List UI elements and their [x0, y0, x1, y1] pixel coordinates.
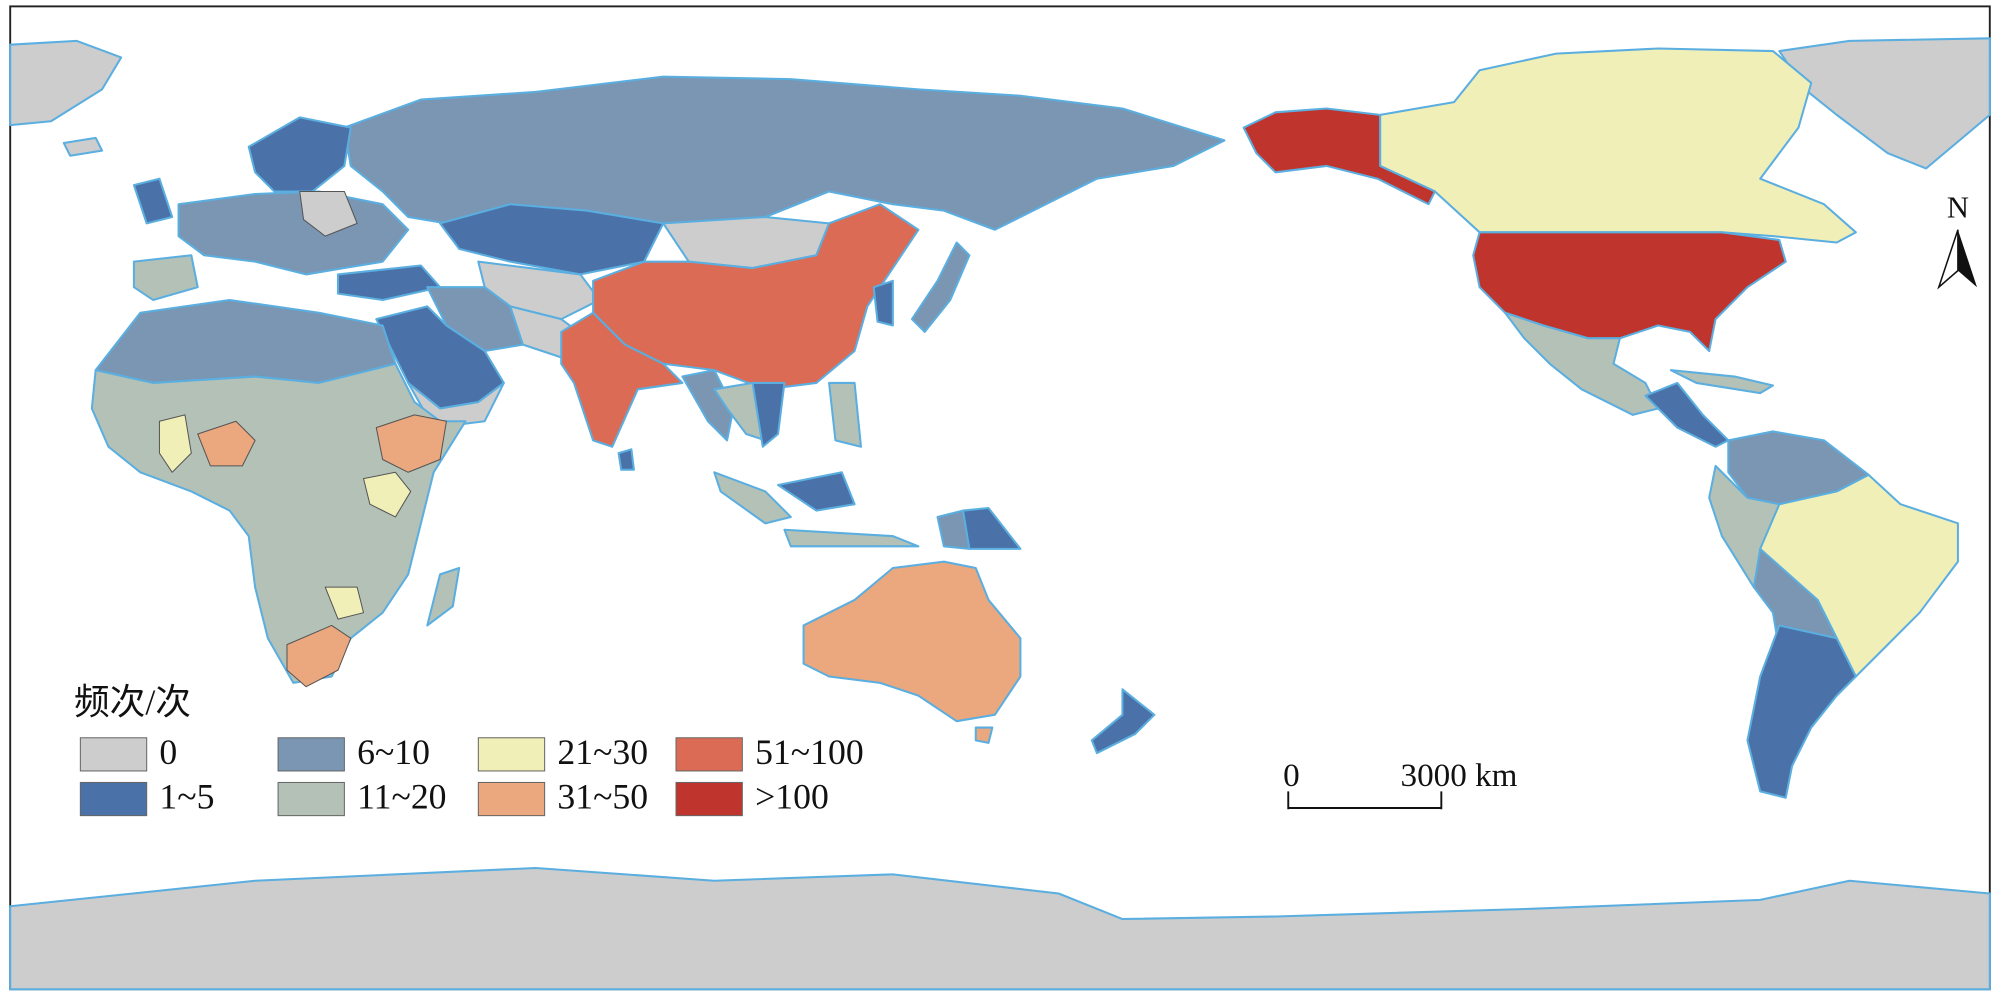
country — [132, 177, 174, 225]
legend-label: 51~100 — [755, 732, 864, 772]
country — [783, 528, 920, 548]
legend-swatch — [675, 781, 743, 817]
legend-swatch — [277, 781, 345, 817]
country — [1472, 231, 1787, 353]
legend-label: 21~30 — [557, 732, 648, 772]
north-label: N — [1947, 191, 1969, 225]
country — [1379, 47, 1857, 244]
country — [828, 381, 862, 448]
country — [62, 136, 104, 157]
country — [426, 566, 461, 627]
legend-swatch — [79, 737, 148, 772]
legend-label: 1~5 — [159, 777, 214, 817]
country — [336, 264, 442, 301]
country — [560, 311, 684, 448]
country — [363, 471, 412, 518]
country — [9, 866, 1991, 991]
legend-swatch — [477, 781, 546, 817]
legend-label: >100 — [755, 777, 829, 817]
country — [375, 414, 447, 473]
country — [324, 586, 365, 620]
country — [777, 471, 856, 512]
country — [158, 414, 192, 473]
scale-end: 3000 km — [1401, 757, 1518, 794]
legend-label: 31~50 — [557, 777, 648, 817]
country — [9, 39, 123, 127]
legend-label: 0 — [159, 732, 177, 772]
legend-label: 6~10 — [357, 732, 430, 772]
country — [247, 116, 352, 193]
country — [751, 381, 786, 448]
legend-title: 频次/次 — [74, 682, 191, 722]
country — [197, 420, 256, 467]
country — [1090, 688, 1156, 755]
legend-swatch — [79, 781, 148, 817]
country — [961, 506, 1022, 550]
country — [1669, 369, 1774, 395]
legend-swatch — [675, 737, 743, 772]
country — [1242, 107, 1436, 206]
country — [802, 560, 1022, 723]
country — [1746, 624, 1857, 799]
country — [1778, 37, 1991, 170]
country — [299, 190, 358, 237]
country — [713, 471, 792, 525]
country — [974, 726, 994, 744]
country — [617, 448, 635, 471]
country — [286, 624, 352, 688]
legend-swatch — [477, 737, 546, 772]
legend-swatch — [277, 737, 345, 772]
country — [910, 241, 971, 333]
legend-label: 11~20 — [357, 777, 446, 817]
country — [132, 254, 199, 301]
country — [872, 279, 894, 327]
scale-start: 0 — [1283, 757, 1300, 794]
